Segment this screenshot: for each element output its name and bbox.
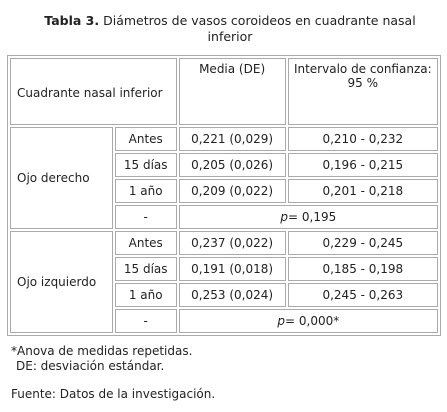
- table-cell: 0,209 (0,022): [178, 179, 286, 203]
- data-table: Cuadrante nasal inferior Media (DE) Inte…: [7, 55, 441, 336]
- footnote: Fuente: Datos de la investigación.: [11, 387, 216, 401]
- table-cell: 0,191 (0,018): [178, 257, 286, 281]
- table-cell: 0,253 (0,024): [178, 283, 286, 307]
- table-cell: Antes: [114, 231, 177, 255]
- title-text: Diámetros de vasos coroideos en cuadrant…: [103, 13, 416, 44]
- table-cell: 0,229 - 0,245: [287, 231, 438, 255]
- footnotes: *Anova de medidas repetidas. DE: desviac…: [11, 344, 215, 402]
- header-cell: Cuadrante nasal inferior: [10, 58, 177, 125]
- table-cell: 1 año: [114, 179, 177, 203]
- table-row: 15 días 0,191 (0,018) 0,185 - 0,198: [10, 257, 438, 281]
- footnote: *Anova de medidas repetidas.: [11, 344, 193, 358]
- p-value: 0,195: [301, 210, 337, 224]
- table-cell: 0,237 (0,022): [178, 231, 286, 255]
- table-row: 1 año 0,253 (0,024) 0,245 - 0,263: [10, 283, 438, 307]
- table-row: Ojo izquierdo Antes 0,237 (0,022) 0,229 - 0…: [10, 231, 438, 333]
- table-cell: 15 días: [114, 257, 177, 281]
- p-cell: p= 0,000*: [178, 309, 438, 333]
- header-cell: Intervalo de confianza: 95 %: [287, 58, 438, 125]
- table-cell: -: [114, 309, 177, 333]
- table-body: Ojo derecho Antes 0,221 (0,029) 0,210 - 0,2…: [10, 127, 438, 333]
- table-cell: 15 días: [114, 153, 177, 177]
- p-cell: p= 0,195: [178, 205, 438, 229]
- summary-row: - p= 0,195: [10, 205, 438, 229]
- header-cell: Media (DE): [178, 58, 286, 125]
- p-label: p=: [277, 314, 296, 328]
- p-value: 0,000*: [298, 314, 340, 328]
- title-label: Tabla 3.: [44, 13, 100, 28]
- table-cell: Antes: [114, 127, 177, 151]
- p-label: p=: [280, 210, 299, 224]
- table-cell: 1 año: [114, 283, 177, 307]
- table-row: Ojo derecho Antes 0,221 (0,029) 0,210 - 0,2…: [10, 127, 438, 229]
- footnote: DE: desviación estándar.: [16, 359, 165, 373]
- group-cell: Ojo derecho: [10, 127, 113, 229]
- table-title: Tabla 3. Diámetros de vasos coroideos en…: [40, 13, 420, 45]
- table-cell: 0,201 - 0,218: [287, 179, 438, 203]
- table-cell: 0,221 (0,029): [178, 127, 286, 151]
- table-row: 15 días 0,205 (0,026) 0,196 - 0,215: [10, 153, 438, 177]
- table-row: 1 año 0,209 (0,022) 0,201 - 0,218: [10, 179, 438, 203]
- table-cell: 0,245 - 0,263: [287, 283, 438, 307]
- table-cell: 0,210 - 0,232: [287, 127, 438, 151]
- table-cell: 0,185 - 0,198: [287, 257, 438, 281]
- group-cell: Ojo izquierdo: [10, 231, 113, 333]
- table-cell: 0,196 - 0,215: [287, 153, 438, 177]
- table-cell: 0,205 (0,026): [178, 153, 286, 177]
- summary-row: - p= 0,000*: [10, 309, 438, 333]
- table-cell: -: [114, 205, 177, 229]
